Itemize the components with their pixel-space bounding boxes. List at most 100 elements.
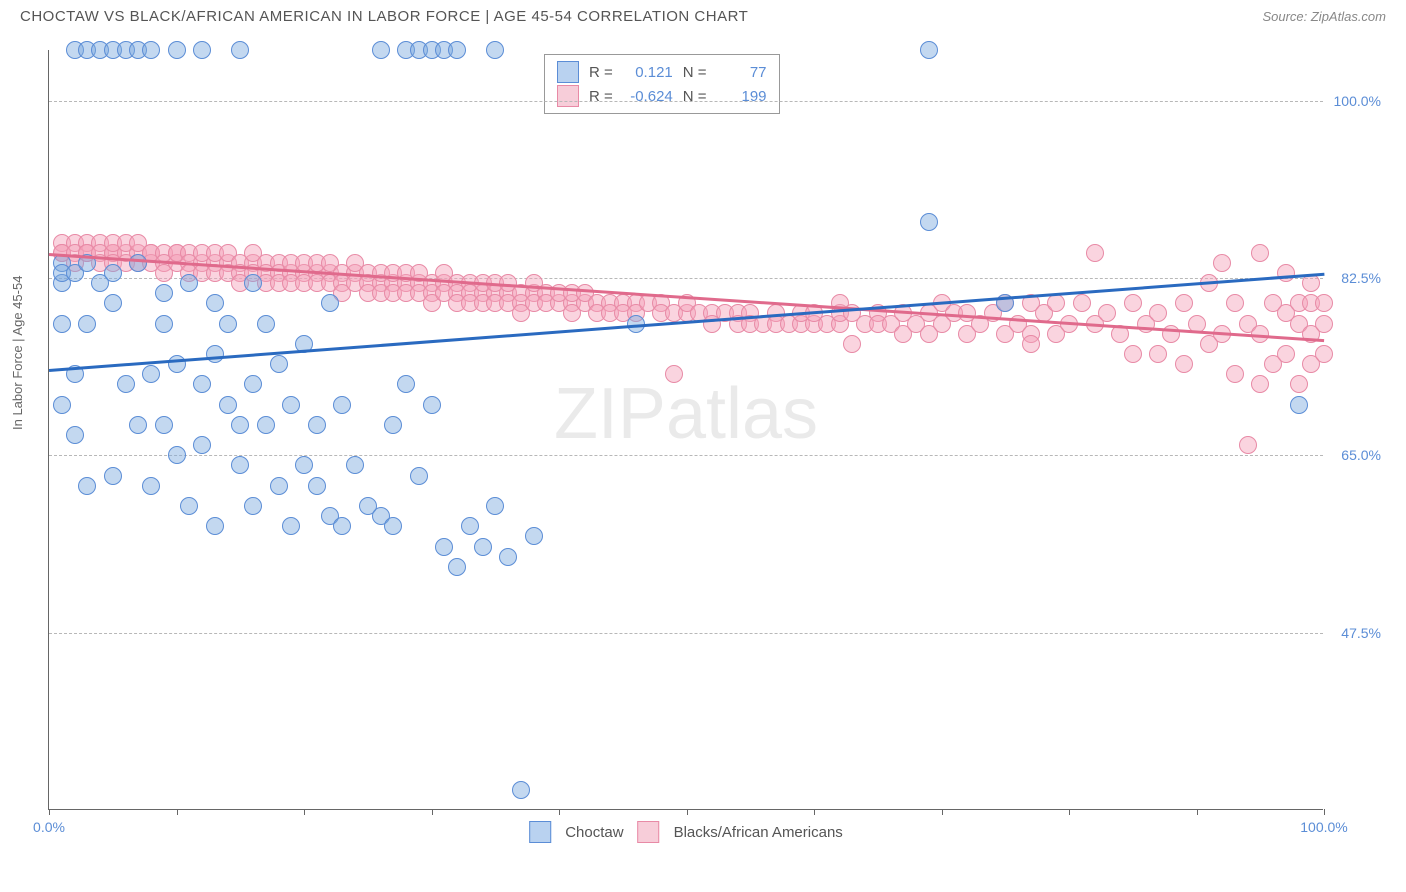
marker-choctaw [244, 274, 262, 292]
watermark: ZIPatlas [554, 373, 818, 455]
series-legend: Choctaw Blacks/African Americans [529, 821, 843, 843]
marker-choctaw [193, 436, 211, 454]
marker-choctaw [155, 284, 173, 302]
x-tick [304, 809, 305, 815]
scatter-chart: ZIPatlas R = 0.121 N = 77 R = -0.624 N =… [48, 50, 1323, 810]
marker-black [1098, 304, 1116, 322]
marker-choctaw [78, 477, 96, 495]
x-tick [1069, 809, 1070, 815]
y-axis-label: In Labor Force | Age 45-54 [10, 276, 25, 430]
marker-black [1226, 365, 1244, 383]
marker-choctaw [104, 467, 122, 485]
source-label: Source: ZipAtlas.com [1262, 9, 1386, 24]
legend-label-choctaw: Choctaw [565, 824, 623, 841]
legend-row-black: R = -0.624 N = 199 [557, 85, 767, 107]
marker-black [1213, 254, 1231, 272]
x-tick [559, 809, 560, 815]
marker-choctaw [474, 538, 492, 556]
x-tick [687, 809, 688, 815]
marker-choctaw [231, 41, 249, 59]
marker-choctaw [435, 538, 453, 556]
marker-choctaw [142, 365, 160, 383]
marker-choctaw [206, 345, 224, 363]
marker-choctaw [180, 274, 198, 292]
marker-choctaw [486, 41, 504, 59]
marker-choctaw [1290, 396, 1308, 414]
marker-black [1124, 294, 1142, 312]
marker-choctaw [193, 375, 211, 393]
y-tick-label: 100.0% [1334, 93, 1381, 109]
marker-choctaw [257, 315, 275, 333]
chart-title: CHOCTAW VS BLACK/AFRICAN AMERICAN IN LAB… [20, 8, 748, 25]
marker-choctaw [384, 517, 402, 535]
marker-black [1277, 264, 1295, 282]
marker-choctaw [410, 467, 428, 485]
marker-choctaw [244, 497, 262, 515]
x-tick [1324, 809, 1325, 815]
marker-black [1124, 345, 1142, 363]
marker-choctaw [168, 41, 186, 59]
gridline [49, 633, 1323, 634]
x-tick [942, 809, 943, 815]
gridline [49, 101, 1323, 102]
marker-choctaw [142, 41, 160, 59]
marker-choctaw [155, 416, 173, 434]
marker-black [1149, 304, 1167, 322]
marker-choctaw [219, 396, 237, 414]
x-tick [1197, 809, 1198, 815]
swatch-choctaw-bottom [529, 821, 551, 843]
marker-choctaw [308, 477, 326, 495]
x-tick [49, 809, 50, 815]
legend-label-black: Blacks/African Americans [674, 824, 843, 841]
correlation-legend: R = 0.121 N = 77 R = -0.624 N = 199 [544, 54, 780, 114]
marker-choctaw [282, 517, 300, 535]
marker-choctaw [117, 375, 135, 393]
marker-black [1149, 345, 1167, 363]
marker-choctaw [53, 396, 71, 414]
marker-choctaw [53, 315, 71, 333]
marker-black [665, 365, 683, 383]
marker-black [843, 335, 861, 353]
marker-black [1047, 294, 1065, 312]
marker-choctaw [346, 456, 364, 474]
marker-choctaw [168, 355, 186, 373]
marker-choctaw [333, 396, 351, 414]
marker-choctaw [206, 294, 224, 312]
marker-choctaw [525, 527, 543, 545]
y-tick-label: 82.5% [1341, 270, 1381, 286]
marker-choctaw [270, 477, 288, 495]
marker-black [1086, 244, 1104, 262]
swatch-black-bottom [638, 821, 660, 843]
y-tick-label: 47.5% [1341, 625, 1381, 641]
marker-choctaw [512, 781, 530, 799]
marker-choctaw [397, 375, 415, 393]
marker-black [1277, 345, 1295, 363]
x-tick [432, 809, 433, 815]
marker-choctaw [920, 41, 938, 59]
marker-black [1239, 436, 1257, 454]
marker-choctaw [270, 355, 288, 373]
marker-choctaw [129, 416, 147, 434]
marker-choctaw [384, 416, 402, 434]
marker-choctaw [206, 517, 224, 535]
marker-choctaw [486, 497, 504, 515]
marker-choctaw [920, 213, 938, 231]
marker-choctaw [321, 294, 339, 312]
marker-black [1073, 294, 1091, 312]
marker-choctaw [231, 416, 249, 434]
marker-black [1315, 315, 1333, 333]
marker-choctaw [448, 558, 466, 576]
marker-choctaw [78, 315, 96, 333]
marker-black [1022, 335, 1040, 353]
marker-choctaw [295, 456, 313, 474]
x-tick-label: 0.0% [33, 819, 65, 835]
marker-black [1315, 345, 1333, 363]
swatch-choctaw [557, 61, 579, 83]
marker-black [1226, 294, 1244, 312]
marker-choctaw [193, 41, 211, 59]
marker-choctaw [499, 548, 517, 566]
swatch-black [557, 85, 579, 107]
marker-black [1302, 274, 1320, 292]
marker-black [1315, 294, 1333, 312]
marker-choctaw [333, 517, 351, 535]
